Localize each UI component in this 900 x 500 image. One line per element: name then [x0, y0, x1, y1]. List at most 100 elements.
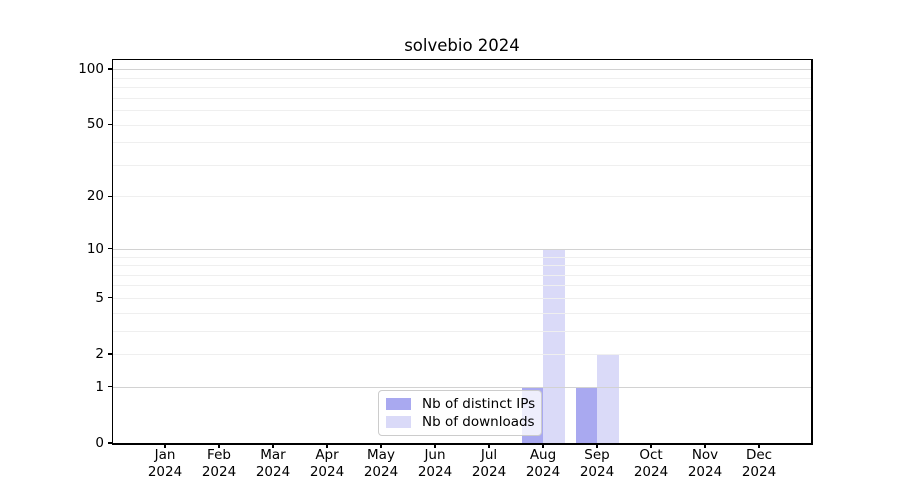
y-axis-tick-mark [108, 297, 113, 299]
gridline-minor-6 [113, 285, 811, 287]
x-axis-tick-mark [758, 443, 760, 448]
gridline-minor-5 [113, 297, 811, 299]
x-axis-tick-mark [542, 443, 544, 448]
x-tick-month: Dec [745, 447, 773, 463]
x-tick-year: 2024 [363, 463, 399, 480]
x-axis-tick-label: Feb 2024 [187, 447, 251, 480]
gridline-minor-30 [113, 164, 811, 166]
legend-item: Nb of distinct IPs [386, 395, 536, 413]
x-axis-tick-mark [218, 443, 220, 448]
x-tick-month: May [367, 447, 395, 463]
x-axis-tick-label: Nov 2024 [673, 447, 737, 480]
legend-item: Nb of downloads [386, 413, 535, 431]
y-axis-tick-mark [108, 353, 113, 355]
legend-swatch-icon [386, 415, 411, 429]
gridline-major-10 [113, 248, 811, 250]
axis-spine-top [111, 58, 813, 60]
gridline-major-100 [113, 69, 811, 71]
gridline-minor-50 [113, 124, 811, 126]
x-axis-tick-label: Aug 2024 [511, 447, 575, 480]
x-axis-tick-label: Jan 2024 [133, 447, 197, 480]
y-axis-tick-label: 0 [95, 435, 104, 451]
y-axis-tick-mark [108, 68, 113, 70]
y-axis-tick-label: 20 [86, 188, 104, 205]
y-axis-tick-mark [108, 123, 113, 126]
y-axis-tick-label: 100 [78, 61, 104, 78]
bar-nb-of-downloads-aug [543, 248, 565, 443]
x-axis-tick-label: Mar 2024 [241, 447, 305, 480]
x-axis-tick-label: Apr 2024 [295, 447, 359, 480]
y-axis-tick-mark [108, 195, 113, 197]
x-tick-year: 2024 [201, 463, 237, 480]
x-tick-year: 2024 [741, 463, 777, 480]
legend-label: Nb of downloads [422, 414, 535, 430]
axis-spine-left [111, 58, 113, 445]
gridline-minor-9 [113, 256, 811, 258]
gridline-minor-2 [113, 354, 811, 355]
x-axis-tick-label: Dec 2024 [727, 447, 791, 480]
y-axis-tick-label: 2 [95, 345, 104, 362]
x-tick-month: Sep [584, 447, 610, 463]
x-tick-month: Jun [424, 447, 446, 463]
chart-title: solvebio 2024 [404, 36, 520, 55]
x-tick-year: 2024 [309, 463, 345, 480]
axis-spine-right [811, 58, 813, 445]
x-axis-tick-mark [326, 443, 328, 448]
gridline-minor-40 [113, 142, 811, 144]
x-axis-tick-mark [380, 443, 382, 448]
x-axis-tick-label: May 2024 [349, 447, 413, 480]
x-axis-tick-mark [164, 443, 166, 448]
x-tick-month: Jan [154, 447, 176, 463]
x-tick-year: 2024 [417, 463, 453, 480]
y-axis-tick-label: 1 [95, 378, 104, 395]
gridline-minor-8 [113, 265, 811, 266]
axis-spine-bottom [111, 443, 813, 445]
x-axis-tick-mark [488, 443, 490, 448]
x-tick-month: Oct [639, 447, 663, 463]
x-tick-year: 2024 [525, 463, 561, 480]
x-axis-tick-label: Oct 2024 [619, 447, 683, 480]
x-axis-tick-label: Jul 2024 [457, 447, 521, 480]
legend-box: Nb of distinct IPs Nb of downloads [378, 390, 542, 436]
x-axis-tick-mark [650, 443, 652, 448]
x-tick-year: 2024 [633, 463, 669, 480]
bar-nb-of-distinct-ips-sep [575, 386, 597, 443]
y-axis-tick-label: 10 [86, 240, 104, 257]
y-axis-tick-mark [108, 386, 113, 388]
x-tick-month: Nov [691, 447, 719, 463]
x-axis-tick-mark [596, 443, 598, 448]
x-tick-year: 2024 [471, 463, 507, 480]
bar-nb-of-downloads-sep [597, 354, 619, 443]
x-tick-month: Jul [480, 447, 498, 463]
legend-swatch-icon [386, 397, 411, 411]
x-axis-tick-label: Jun 2024 [403, 447, 467, 480]
y-axis-tick-mark [108, 442, 113, 444]
gridline-minor-70 [113, 97, 811, 99]
x-tick-month: Feb [207, 447, 231, 463]
gridline-minor-60 [113, 109, 811, 111]
y-axis-tick-label: 5 [95, 289, 104, 306]
x-axis-tick-mark [704, 443, 706, 448]
y-axis-tick-mark [108, 248, 113, 250]
x-tick-month: Aug [529, 447, 557, 463]
x-axis-tick-mark [272, 443, 274, 448]
y-axis-tick-label: 50 [86, 116, 104, 133]
x-tick-month: Apr [315, 447, 339, 463]
gridline-minor-90 [113, 77, 811, 79]
gridline-major-1 [113, 386, 811, 388]
x-tick-year: 2024 [579, 463, 615, 480]
gridline-minor-80 [113, 87, 811, 88]
x-tick-year: 2024 [147, 463, 183, 480]
gridline-minor-3 [113, 330, 811, 332]
gridline-minor-7 [113, 274, 811, 276]
x-tick-year: 2024 [255, 463, 291, 480]
plot-area [111, 58, 813, 445]
x-axis-tick-label: Sep 2024 [565, 447, 629, 480]
gridline-minor-4 [113, 312, 811, 314]
x-axis-tick-mark [434, 443, 436, 448]
gridline-minor-20 [113, 196, 811, 198]
x-tick-month: Mar [260, 447, 286, 463]
legend-label: Nb of distinct IPs [422, 396, 536, 412]
x-tick-year: 2024 [687, 463, 723, 480]
